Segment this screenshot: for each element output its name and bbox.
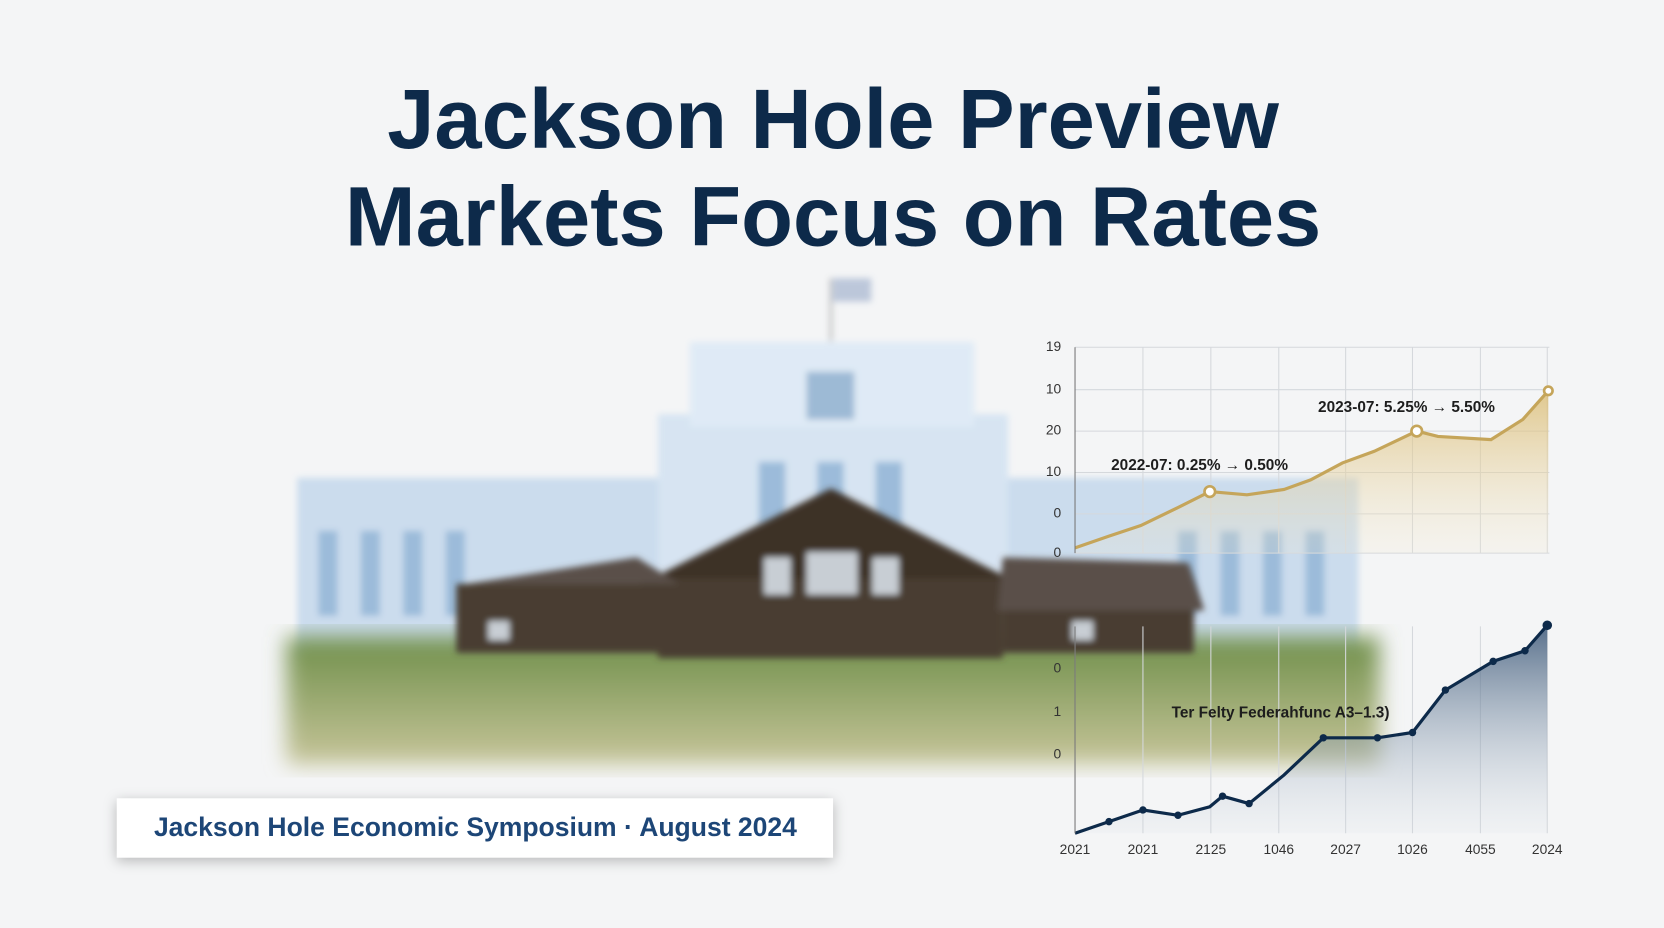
y-tick-label: 1 bbox=[1054, 704, 1062, 719]
annotation: 2022-07: 0.25% → 0.50% bbox=[1111, 457, 1288, 474]
y-tick-label: 0 bbox=[1054, 506, 1062, 521]
x-tick-label: 4055 bbox=[1465, 842, 1496, 857]
caption: Jackson Hole Economic Symposium · August… bbox=[154, 812, 797, 842]
caption-box bbox=[116, 798, 834, 858]
x-tick-label: 2125 bbox=[1196, 842, 1227, 857]
x-tick-label: 2024 bbox=[1532, 842, 1563, 857]
area bbox=[1075, 625, 1548, 834]
title-line: Markets Focus on Rates bbox=[345, 169, 1321, 264]
y-tick-label: 19 bbox=[1046, 339, 1062, 354]
x-tick-label: 2021 bbox=[1128, 842, 1159, 857]
x-tick-label: 2021 bbox=[1060, 842, 1091, 857]
line bbox=[1074, 389, 1550, 550]
y-tick-label: 0 bbox=[1054, 746, 1062, 761]
y-tick-label: 10 bbox=[1046, 381, 1062, 396]
annotation: 2023-07: 5.25% → 5.50% bbox=[1318, 399, 1495, 416]
y-tick-label: 0 bbox=[1054, 660, 1062, 675]
area bbox=[1075, 390, 1549, 554]
x-tick-label: 1026 bbox=[1397, 842, 1428, 857]
y-tick-label: 0 bbox=[1054, 545, 1062, 560]
x-tick-label: 1046 bbox=[1263, 842, 1294, 857]
upper-chart bbox=[1074, 347, 1554, 554]
title-line: Jackson Hole Preview bbox=[387, 71, 1280, 166]
y-tick-label: 20 bbox=[1046, 423, 1062, 438]
line bbox=[1074, 624, 1549, 835]
y-tick-label: 10 bbox=[1046, 464, 1062, 479]
x-tick-label: 2027 bbox=[1330, 842, 1361, 857]
lower-chart bbox=[1074, 620, 1553, 835]
annotation: Ter Felty Federahfunc A3–1.3) bbox=[1172, 704, 1390, 721]
